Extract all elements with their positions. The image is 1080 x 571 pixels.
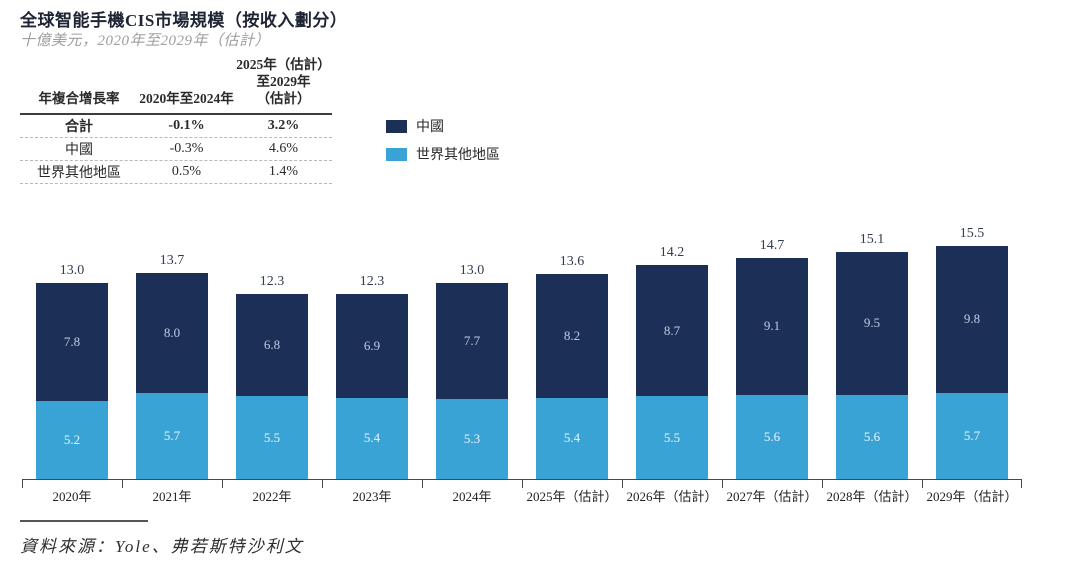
cagr-col-metric: 年複合增長率	[38, 90, 120, 106]
bar-segment-china: 8.7	[636, 265, 708, 397]
chart-subtitle: 十億美元，2020年至2029年（估計）	[20, 33, 271, 49]
source-text: 資料來源：Yole、弗若斯特沙利文	[20, 537, 304, 556]
cagr-value: 0.5%	[171, 163, 202, 179]
bar-slot: 12.3 6.8 5.5 2022年	[222, 229, 322, 504]
axis-tick	[422, 479, 423, 488]
bar-total-label: 13.6	[559, 254, 585, 270]
legend-label: 世界其他地區	[416, 148, 500, 163]
bar-segment-rest-of-world: 5.5	[636, 396, 708, 479]
axis-tick	[522, 479, 523, 488]
bar-slot: 14.7 9.1 5.6 2027年（估計）	[722, 229, 822, 504]
x-axis-label: 2026年（估計）	[626, 489, 718, 504]
axis-tick	[622, 479, 623, 488]
bar-segment-china: 6.9	[336, 293, 408, 398]
bar-slot: 15.1 9.5 5.6 2028年（估計）	[822, 229, 922, 504]
axis-tick	[222, 479, 223, 488]
cagr-row-label: 世界其他地區	[37, 165, 121, 181]
axis-tick	[922, 479, 923, 488]
cagr-value: 1.4%	[268, 163, 299, 179]
cagr-value: -0.1%	[168, 117, 205, 133]
legend-swatch-rest-of-world	[386, 147, 407, 161]
x-axis-label: 2022年	[252, 489, 292, 504]
cagr-row-label: 中國	[65, 142, 93, 158]
axis-tick	[22, 479, 23, 488]
bar-total-label: 12.3	[359, 273, 385, 289]
bar-total-label: 13.7	[159, 252, 185, 268]
legend-swatch-china	[386, 119, 407, 133]
bar-segment-china: 9.1	[736, 257, 808, 395]
bar-segment-rest-of-world: 5.2	[36, 400, 108, 479]
legend-item-china: 中國	[386, 116, 500, 136]
bar-total-label: 13.0	[459, 263, 485, 279]
bar-slot: 13.0 7.8 5.2 2020年	[22, 229, 122, 504]
bar-segment-rest-of-world: 5.6	[836, 394, 908, 479]
chart-title: 全球智能手機CIS市場規模（按收入劃分）	[20, 11, 348, 30]
bar-segment-china: 7.7	[436, 283, 508, 400]
axis-tick	[122, 479, 123, 488]
x-axis-label: 2021年	[152, 489, 192, 504]
bar-segment-china: 6.8	[236, 293, 308, 397]
cagr-row-label: 合計	[65, 119, 93, 135]
cagr-value: 3.2%	[267, 117, 300, 133]
bar-slot: 13.0 7.7 5.3 2024年	[422, 229, 522, 504]
bar-total-label: 12.3	[259, 273, 285, 289]
bar-total-label: 13.0	[59, 263, 85, 279]
bar-segment-rest-of-world: 5.6	[736, 394, 808, 479]
cagr-row-china: 中國 -0.3% 4.6%	[20, 138, 332, 161]
x-axis-label: 2024年	[452, 489, 492, 504]
x-axis-label: 2029年（估計）	[926, 489, 1018, 504]
cagr-row-rest-of-world: 世界其他地區 0.5% 1.4%	[20, 161, 332, 184]
cagr-col-2025-2029: 2025年（估計） 至2029年 （估計）	[236, 57, 331, 106]
bar-total-label: 14.7	[759, 237, 785, 253]
cagr-row-total: 合計 -0.1% 3.2%	[20, 115, 332, 138]
x-axis-label: 2028年（估計）	[826, 489, 918, 504]
bar-slot: 13.6 8.2 5.4 2025年（估計）	[522, 229, 622, 504]
cagr-table-header: 年複合增長率 2020年至2024年 2025年（估計） 至2029年 （估計）	[20, 57, 332, 115]
bar-slot: 13.7 8.0 5.7 2021年	[122, 229, 222, 504]
axis-tick	[722, 479, 723, 488]
bar-slot: 12.3 6.9 5.4 2023年	[322, 229, 422, 504]
bar-segment-rest-of-world: 5.7	[936, 393, 1008, 479]
axis-tick	[1021, 479, 1022, 488]
x-axis-label: 2025年（估計）	[526, 489, 618, 504]
plot-area: 13.0 7.8 5.2 2020年 13.7 8.0 5.7 2021年 12.3 6.8 5.5…	[22, 225, 1022, 504]
bar-segment-rest-of-world: 5.3	[436, 399, 508, 479]
cagr-value: -0.3%	[169, 140, 204, 156]
bar-slot: 15.5 9.8 5.7 2029年（估計）	[922, 225, 1022, 504]
axis-tick	[822, 479, 823, 488]
x-axis-label: 2020年	[52, 489, 92, 504]
bar-slot: 14.2 8.7 5.5 2026年（估計）	[622, 229, 722, 504]
bar-segment-china: 8.0	[136, 272, 208, 394]
source-divider	[20, 520, 148, 522]
bar-segment-china: 8.2	[536, 274, 608, 398]
bar-total-label: 14.2	[659, 245, 685, 261]
bar-total-label: 15.1	[859, 231, 885, 247]
cagr-table: 年複合增長率 2020年至2024年 2025年（估計） 至2029年 （估計）…	[20, 57, 332, 184]
x-axis-label: 2027年（估計）	[726, 489, 818, 504]
bar-segment-china: 9.5	[836, 251, 908, 395]
bar-total-label: 15.5	[959, 225, 985, 241]
bar-segment-rest-of-world: 5.4	[536, 397, 608, 479]
bar-segment-china: 7.8	[36, 283, 108, 401]
bar-segment-rest-of-world: 5.5	[236, 396, 308, 479]
bar-segment-rest-of-world: 5.4	[336, 397, 408, 479]
bar-segment-china: 9.8	[936, 245, 1008, 394]
x-axis-label: 2023年	[352, 489, 392, 504]
bar-segment-rest-of-world: 5.7	[136, 393, 208, 479]
legend: 中國 世界其他地區	[386, 116, 500, 172]
cagr-value: 4.6%	[268, 140, 299, 156]
legend-item-rest-of-world: 世界其他地區	[386, 144, 500, 164]
cagr-col-2020-2024: 2020年至2024年	[139, 90, 234, 106]
axis-tick	[322, 479, 323, 488]
legend-label: 中國	[416, 120, 444, 135]
